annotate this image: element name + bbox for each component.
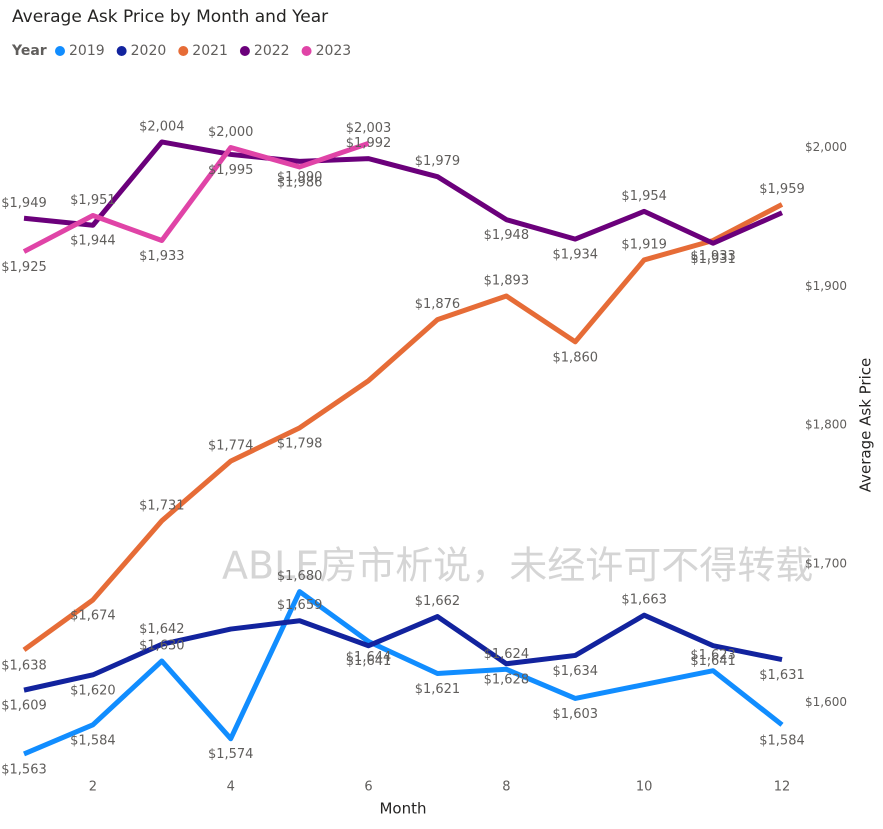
data-label: $1,951 <box>70 193 116 208</box>
y-tick-label: $1,700 <box>805 556 847 570</box>
x-tick-label: 12 <box>774 780 791 795</box>
data-label: $1,624 <box>484 647 530 662</box>
data-label: $2,000 <box>208 125 254 140</box>
data-label: $1,992 <box>346 136 392 151</box>
series-line <box>22 202 784 652</box>
y-tick-label: $1,900 <box>805 279 847 293</box>
legend-title: Year <box>11 43 47 59</box>
data-label: $1,663 <box>621 593 667 608</box>
y-axis-title: Average Ask Price <box>857 358 875 493</box>
data-label: $1,628 <box>484 672 530 687</box>
x-tick-label: 8 <box>502 780 510 795</box>
data-label: $1,621 <box>415 682 461 697</box>
data-label: $1,774 <box>208 439 254 454</box>
data-label: $1,641 <box>346 654 392 669</box>
data-label: $1,584 <box>759 733 805 748</box>
series-line <box>23 612 783 693</box>
data-label: $1,931 <box>690 252 736 267</box>
data-label: $1,630 <box>139 638 185 653</box>
data-label: $1,623 <box>690 648 736 663</box>
data-label: $1,959 <box>759 182 805 197</box>
data-label: $1,674 <box>70 608 116 623</box>
data-label: $1,995 <box>208 163 254 178</box>
data-label: $1,798 <box>277 436 323 451</box>
data-label: $1,680 <box>277 569 323 584</box>
data-label: $1,954 <box>621 189 667 204</box>
x-tick-label: 2 <box>89 780 97 795</box>
legend-marker <box>116 46 127 56</box>
y-tick-label: $2,000 <box>805 140 847 154</box>
data-label: $1,644 <box>346 650 392 665</box>
data-label: $1,731 <box>139 498 185 513</box>
series-line <box>23 589 784 757</box>
series-line <box>22 140 370 254</box>
data-label: $1,986 <box>277 175 323 190</box>
legend-marker <box>239 46 250 56</box>
data-label: $1,933 <box>139 249 185 264</box>
data-label: $1,609 <box>1 699 47 714</box>
data-label: $1,933 <box>690 249 736 264</box>
data-label: $1,638 <box>1 658 47 673</box>
legend-marker <box>55 46 65 56</box>
data-label: $2,004 <box>139 119 185 134</box>
y-tick-label: $1,600 <box>805 695 847 709</box>
y-tick-label: $1,800 <box>805 418 847 432</box>
data-label: $1,944 <box>70 234 116 249</box>
data-label: $2,003 <box>346 121 392 136</box>
data-label: $1,659 <box>277 598 323 613</box>
data-label: $1,631 <box>759 668 805 683</box>
legend-label: 2021 <box>192 43 228 59</box>
data-label: $1,925 <box>1 260 47 275</box>
x-axis-title: Month <box>379 800 426 818</box>
data-label: $1,934 <box>553 248 599 263</box>
legend-marker <box>178 46 189 56</box>
legend-label: 2022 <box>254 43 290 59</box>
data-label: $1,584 <box>70 733 116 748</box>
data-label: $1,662 <box>415 594 461 609</box>
legend-marker <box>301 46 312 56</box>
data-label: $1,641 <box>690 654 736 669</box>
legend-label: 2020 <box>131 43 167 59</box>
data-label: $1,860 <box>553 350 599 365</box>
chart-title: Average Ask Price by Month and Year <box>12 7 328 27</box>
data-label: $1,990 <box>277 170 323 185</box>
legend-label: 2019 <box>69 43 105 59</box>
data-label: $1,876 <box>415 297 461 312</box>
series-line <box>23 139 784 246</box>
x-tick-label: 4 <box>227 780 235 795</box>
legend-label: 2023 <box>316 43 352 59</box>
data-label: $1,574 <box>208 747 254 762</box>
data-label: $1,949 <box>1 196 47 211</box>
x-tick-label: 10 <box>636 780 653 795</box>
data-label: $1,603 <box>553 707 599 722</box>
data-label: $1,563 <box>1 762 47 777</box>
data-label: $1,642 <box>139 622 185 637</box>
data-label: $1,919 <box>621 237 667 252</box>
data-label: $1,634 <box>553 664 599 679</box>
x-tick-label: 6 <box>364 780 372 795</box>
data-label: $1,948 <box>484 228 530 243</box>
data-label: $1,620 <box>70 683 116 698</box>
data-label: $1,893 <box>484 274 530 289</box>
data-label: $1,979 <box>415 154 461 169</box>
watermark: ABLE房市析说，未经许可不得转载 <box>222 544 813 588</box>
